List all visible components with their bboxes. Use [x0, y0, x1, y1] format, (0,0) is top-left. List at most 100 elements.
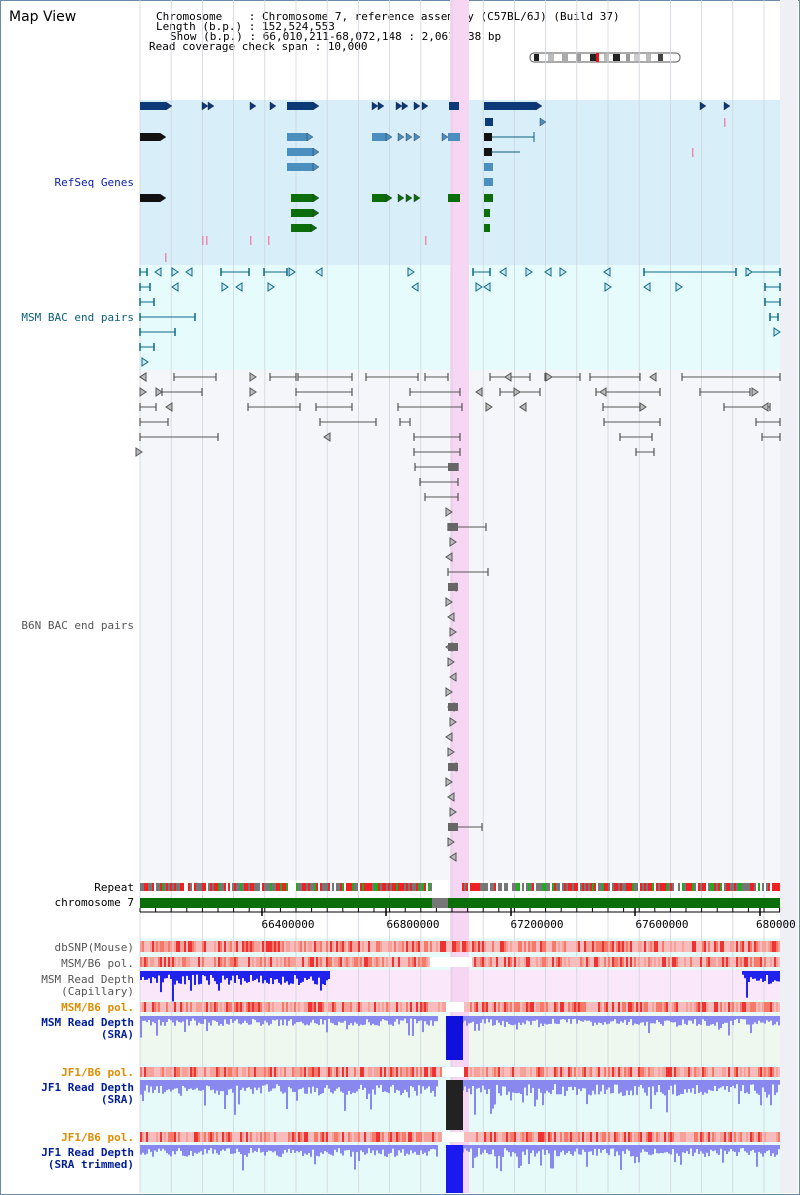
gene-arrow [397, 193, 405, 203]
jf1-b6-pol-band-2 [398, 1132, 400, 1142]
jf1-b6-pol-band-2 [756, 1132, 758, 1142]
dbsnp-band [352, 941, 354, 952]
jf1-b6-pol-band [552, 1067, 554, 1077]
jf1-sra-depth-bar [690, 1080, 692, 1093]
jf1-sra-depth-bar [748, 1080, 750, 1095]
repeat-element [170, 883, 172, 891]
repeat-element [548, 883, 550, 891]
jf1-sra-depth-bar [662, 1080, 664, 1094]
dbsnp-band [522, 941, 524, 952]
jf1-sra-depth-bar [482, 1080, 484, 1086]
jf1-b6-pol-band [716, 1067, 718, 1077]
repeat-element [660, 883, 662, 891]
msm-b6-pol-band [718, 957, 720, 967]
msm-b6-pol-band [250, 957, 252, 967]
dbsnp-band [504, 941, 506, 952]
msm-sra-depth-bar [278, 1016, 280, 1026]
jf1-sra-depth-bar [754, 1080, 756, 1091]
msm-b6-pol-band [684, 957, 686, 967]
repeat-element [712, 883, 714, 891]
msm-sra-depth-bar [544, 1016, 546, 1024]
jf1-trim-depth-bar [744, 1145, 746, 1152]
msm-b6-pol-band [344, 957, 346, 967]
jf1-sra-depth-bar [226, 1080, 228, 1096]
jf1-sra-depth-bar [238, 1080, 240, 1105]
msm-b6-pol-band-2 [522, 1002, 524, 1012]
msm-sra-depth-bar [254, 1016, 256, 1020]
jf1-b6-pol-band-2 [364, 1132, 366, 1142]
jf1-b6-pol-band-2 [556, 1132, 558, 1142]
jf1-sra-depth-bar [548, 1080, 550, 1093]
jf1-b6-pol-band [542, 1067, 544, 1077]
repeat-element [720, 883, 722, 891]
jf1-sra-depth-bar [266, 1080, 268, 1085]
jf1-trim-depth-bar [748, 1145, 750, 1155]
msm-b6-pol-band-2 [504, 1002, 506, 1012]
gene-arrow [312, 162, 320, 172]
jf1-sra-depth-bar [544, 1080, 546, 1094]
msm-sra-depth-bar [356, 1016, 358, 1024]
msm-b6-pol-band-2 [362, 1002, 364, 1012]
b6n-bac-end [445, 507, 453, 517]
jf1-trim-depth-bar [288, 1145, 290, 1149]
msm-b6-pol-band-2 [308, 1002, 310, 1012]
msm-b6-pol-band [686, 957, 688, 967]
jf1-b6-pol-band [392, 1067, 394, 1077]
jf1-b6-pol-band-2 [240, 1132, 242, 1142]
jf1-sra-depth-bar [622, 1080, 624, 1096]
jf1-trim-depth-bar [476, 1145, 478, 1157]
msm-b6-pol-band-2 [690, 1002, 692, 1012]
dbsnp-band [224, 941, 226, 952]
jf1-trim-depth-bar [300, 1145, 302, 1151]
dbsnp-band [668, 941, 670, 952]
dbsnp-band [732, 941, 734, 952]
dbsnp-band [520, 941, 522, 952]
msm-bac-end [267, 282, 275, 292]
gene-block [484, 209, 490, 217]
msm-b6-pol-band [254, 957, 256, 967]
jf1-b6-pol-band [320, 1067, 322, 1077]
dbsnp-band [652, 941, 654, 952]
jf1-b6-pol-band-2 [646, 1132, 648, 1142]
jf1-b6-pol-band [450, 1067, 452, 1077]
jf1-trim-depth-bar [732, 1145, 734, 1152]
msm-capillary-depth-bar [324, 971, 326, 985]
jf1-b6-pol-band-2 [554, 1132, 556, 1142]
jf1-sra-depth-bar [584, 1080, 586, 1089]
jf1-trim-depth-bar [708, 1145, 710, 1157]
msm-b6-pol-band-2 [220, 1002, 222, 1012]
jf1-sra-depth-bar [710, 1080, 712, 1091]
gene-arrow [395, 101, 403, 111]
jf1-sra-depth-bar [384, 1080, 386, 1092]
jf1-trim-depth-bar [552, 1145, 554, 1169]
msm-b6-pol-band [478, 957, 480, 967]
jf1-b6-pol-band [230, 1067, 232, 1077]
jf1-trim-depth-bar [674, 1145, 676, 1163]
msm-sra-depth-bar [766, 1016, 768, 1021]
jf1-b6-pol-band [526, 1067, 528, 1077]
jf1-b6-pol-band [478, 1067, 480, 1077]
jf1-b6-pol-band [668, 1067, 670, 1077]
jf1-b6-pol-band [464, 1067, 466, 1077]
jf1-b6-pol-band-2 [612, 1132, 614, 1142]
dbsnp-band [596, 941, 598, 952]
jf1-b6-pol-band [174, 1067, 176, 1077]
jf1-trim-depth-bar [384, 1145, 386, 1157]
dbsnp-band [184, 941, 186, 952]
jf1-b6-pol-band [606, 1067, 608, 1077]
jf1-sra-depth-bar [616, 1080, 618, 1085]
b6n-bac-block [448, 643, 458, 651]
msm-sra-depth-bar [692, 1016, 694, 1024]
msm-capillary-depth-bar [176, 971, 178, 981]
repeat-element [510, 883, 512, 891]
jf1-b6-pol-band [198, 1067, 200, 1077]
jf1-b6-pol-band [654, 1067, 656, 1077]
jf1-b6-pol-band-2 [160, 1132, 162, 1142]
msm-b6-pol-band-2 [566, 1002, 568, 1012]
msm-sra-depth-bar [524, 1016, 526, 1025]
dbsnp-band [190, 941, 192, 952]
jf1-sra-depth-bar [608, 1080, 610, 1088]
chromosome-ideogram[interactable] [528, 52, 684, 64]
jf1-trim-depth-bar [370, 1145, 372, 1154]
